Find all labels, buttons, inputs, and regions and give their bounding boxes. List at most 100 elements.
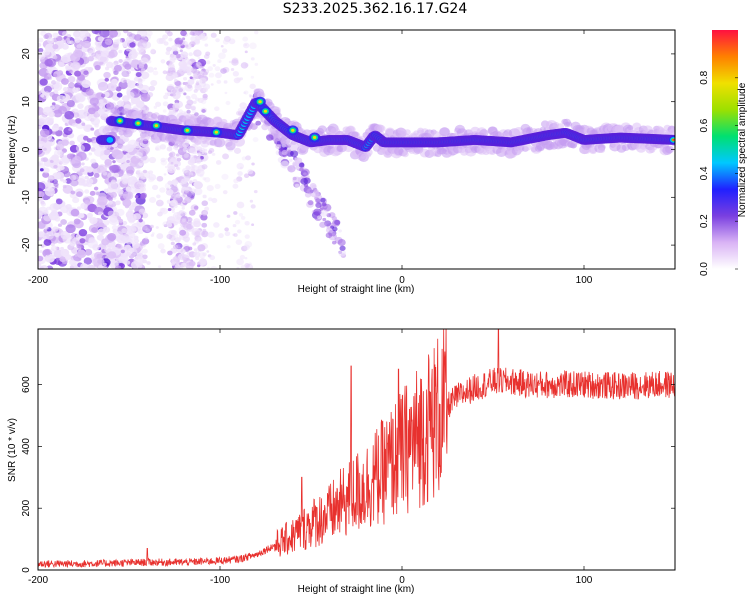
- heatmap-cell: [131, 241, 140, 249]
- heatmap-cell: [192, 242, 197, 246]
- heatmap-cell: [90, 158, 97, 164]
- heatmap-cell: [175, 53, 181, 59]
- heatmap-cell: [171, 92, 176, 97]
- heatmap-cell: [298, 162, 305, 168]
- heatmap-cell: [76, 206, 82, 211]
- heatmap-cell: [291, 128, 295, 132]
- heatmap-cell: [191, 164, 196, 169]
- heatmap-cell: [81, 179, 90, 187]
- heatmap-cell: [108, 49, 118, 58]
- heatmap-cell: [103, 262, 107, 267]
- heatmap-cell: [69, 53, 81, 63]
- heatmap-cell: [116, 92, 123, 98]
- heatmap-cell: [135, 151, 143, 159]
- heatmap-cell: [89, 190, 96, 196]
- heatmap-cell: [190, 188, 197, 194]
- heatmap-cell: [233, 147, 242, 154]
- heatmap-cell: [156, 194, 161, 199]
- heatmap-cell: [138, 218, 143, 223]
- heatmap-cell: [292, 162, 297, 167]
- heatmap-cell: [598, 147, 606, 154]
- heatmap-cell: [220, 45, 224, 48]
- heatmap-cell: [84, 189, 90, 194]
- heatmap-cell: [73, 218, 81, 225]
- heatmap-cell: [90, 127, 95, 131]
- heatmap-cell: [171, 210, 175, 214]
- heatmap-cell: [110, 191, 118, 198]
- heatmap-cell: [186, 71, 192, 76]
- heatmap-cell: [51, 102, 56, 106]
- heatmap-cell: [244, 241, 253, 248]
- heatmap-cell: [139, 251, 143, 254]
- heatmap-cell: [253, 190, 258, 194]
- heatmap-cell: [184, 245, 191, 251]
- snr-background: [38, 329, 675, 570]
- heatmap-cell: [193, 155, 198, 159]
- heatmap-cell: [166, 146, 173, 152]
- heatmap-cell: [126, 48, 130, 52]
- heatmap-cell: [166, 169, 171, 172]
- heatmap-cell: [183, 176, 190, 182]
- heatmap-cell: [188, 171, 194, 176]
- heatmap-cell: [52, 104, 60, 111]
- heatmap-cell: [59, 165, 65, 171]
- heatmap-cell: [240, 264, 247, 269]
- heatmap-cell: [74, 38, 81, 44]
- heatmap-cell: [214, 130, 219, 134]
- heatmap-cell: [160, 157, 166, 163]
- heatmap-cell: [204, 206, 210, 211]
- heatmap-cell: [170, 241, 175, 246]
- heatmap-cell: [233, 211, 238, 215]
- heatmap-cell: [202, 93, 208, 99]
- heatmap-cell: [122, 41, 129, 48]
- heatmap-cell: [199, 174, 204, 178]
- heatmap-cell: [214, 106, 220, 112]
- heatmap-cell: [76, 44, 82, 49]
- heatmap-cell: [194, 231, 201, 237]
- heatmap-cell: [155, 226, 159, 229]
- heatmap-cell: [185, 95, 190, 99]
- heatmap-cell: [127, 225, 137, 234]
- heatmap-cell: [143, 110, 148, 115]
- heatmap-cell: [198, 33, 206, 39]
- heatmap-cell: [249, 95, 253, 98]
- heatmap-cell: [206, 250, 210, 253]
- heatmap-cell: [180, 181, 189, 189]
- heatmap-cell: [83, 70, 89, 76]
- heatmap-cell: [72, 112, 80, 118]
- heatmap-cell: [249, 83, 256, 90]
- heatmap-cell: [43, 213, 53, 222]
- heatmap-cell: [315, 198, 321, 204]
- heatmap-cell: [162, 109, 167, 113]
- heatmap-cell: [101, 238, 110, 246]
- heatmap-cell: [222, 190, 228, 195]
- heatmap-cell: [150, 79, 158, 87]
- heatmap-cell: [124, 244, 132, 252]
- heatmap-cell: [55, 142, 65, 151]
- heatmap-cell: [122, 190, 134, 201]
- heatmap-cell: [38, 160, 44, 166]
- heatmap-cell: [98, 222, 105, 228]
- heatmap-cell: [281, 149, 288, 156]
- heatmap-cell: [142, 225, 148, 231]
- heatmap-cell: [195, 158, 202, 164]
- heatmap-cell: [76, 191, 83, 198]
- heatmap-cell: [123, 30, 129, 34]
- heatmap-cell: [201, 209, 209, 216]
- heatmap-cell: [99, 108, 109, 117]
- heatmap-cell: [144, 236, 149, 240]
- heatmap-cell: [42, 171, 50, 178]
- heatmap-cell: [197, 56, 201, 60]
- heatmap-cell: [129, 42, 136, 48]
- heatmap-cell: [144, 33, 152, 40]
- heatmap-cell: [377, 124, 386, 133]
- heatmap-cell: [202, 177, 207, 181]
- heatmap-cell: [224, 91, 228, 95]
- heatmap-cell: [288, 141, 300, 152]
- heatmap-cell: [196, 50, 202, 56]
- heatmap-cell: [242, 36, 249, 42]
- heatmap-cell: [252, 137, 259, 143]
- heatmap-cell: [97, 196, 108, 206]
